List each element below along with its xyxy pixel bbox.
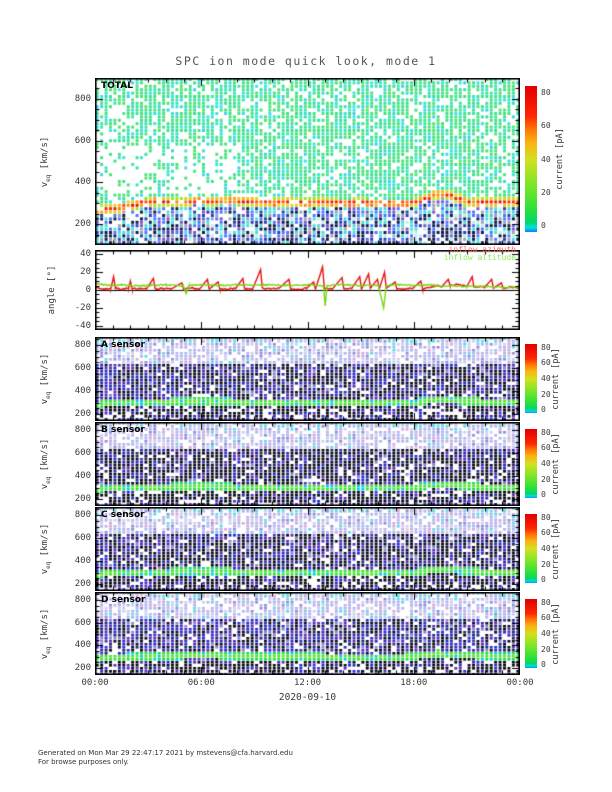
panel-label-c: C sensor [101,510,145,520]
spectrogram-total-canvas [95,78,520,245]
angle-plot-canvas [95,250,520,330]
colorbar-tick-label: 20 [541,474,551,484]
y-axis-tick-label: 400 [74,640,91,651]
colorbar-axis-label: current [pA] [551,432,561,495]
colorbar-tick-label: 80 [541,88,551,98]
x-axis-tick-label: 12:00 [293,678,322,688]
panel-label-total: TOTAL [101,81,133,91]
legend-inflow-altitude: inflow altitude [443,253,516,262]
colorbar-total-canvas [525,86,537,232]
footer-generated-line: Generated on Mon Mar 29 22:47:17 2021 by… [38,749,293,757]
y-axis-tick-label: 800 [74,340,91,351]
y-axis-tick-label: -20 [74,302,91,313]
colorbar-a-sensor-canvas [525,344,537,413]
x-axis-tick-label: 06:00 [187,678,215,688]
panel-label-d: D sensor [101,595,146,605]
y-axis-tick-label: 200 [74,663,91,674]
y-axis-tick-label: 600 [74,448,91,459]
y-axis-tick-label: -40 [74,320,91,331]
y-axis-tick-label: 600 [74,533,91,544]
y-axis-tick-label: 800 [74,425,91,436]
colorbar-tick-label: 80 [541,597,551,607]
colorbar-tick-label: 20 [541,389,551,399]
y-axis-label-d: veq [km/s] [40,608,52,659]
figure-title: SPC ion mode quick look, mode 1 [175,54,437,68]
spectrogram-d-sensor-canvas [95,592,520,675]
colorbar-axis-label: current [pA] [551,602,561,665]
y-axis-tick-label: 400 [74,556,91,567]
y-axis-tick-label: 400 [74,386,91,397]
colorbar-tick-label: 40 [541,154,551,164]
colorbar-tick-label: 60 [541,613,551,623]
colorbar-tick-label: 80 [541,342,551,352]
y-axis-label-angle: angle [°] [47,265,57,315]
colorbar-b-sensor-canvas [525,429,537,498]
y-axis-label-b: veq [km/s] [40,438,52,490]
colorbar-c-sensor-canvas [525,514,537,583]
panel-label-a: A sensor [101,340,145,350]
colorbar-tick-label: 40 [541,544,551,553]
colorbar-tick-label: 60 [541,443,551,453]
colorbar-tick-label: 40 [541,374,551,383]
colorbar-tick-label: 80 [541,427,551,437]
y-axis-tick-label: 40 [80,249,91,260]
y-axis-tick-label: 20 [80,267,91,278]
spectrogram-a-sensor-canvas [95,337,520,421]
colorbar-tick-label: 40 [541,459,551,468]
y-axis-label-c: veq [km/s] [40,523,52,575]
colorbar-tick-label: 20 [541,187,551,197]
spectrogram-b-sensor-canvas [95,422,520,506]
colorbar-axis-label: current [pA] [555,128,565,190]
colorbar-tick-label: 80 [541,512,551,522]
panel-label-b: B sensor [101,425,145,435]
footer-browse-line: For browse purposes only. [38,757,129,766]
y-axis-tick-label: 200 [74,219,91,230]
y-axis-tick-label: 200 [74,494,91,505]
colorbar-tick-label: 60 [541,121,551,131]
x-axis-tick-label: 18:00 [400,678,428,688]
footer: Generated on Mon Mar 29 22:47:17 2021 by… [38,749,293,766]
y-axis-tick-label: 0 [85,285,91,295]
colorbar-axis-label: current [pA] [551,347,561,410]
colorbar-axis-label: current [pA] [551,517,561,580]
y-axis-label-a: veq [km/s] [40,353,52,405]
x-axis-tick-label: 00:00 [81,678,109,688]
y-axis-tick-label: 400 [74,177,91,188]
y-axis-tick-label: 400 [74,471,91,482]
legend-inflow-azimuth: inflow azimuth [448,245,516,254]
colorbar-tick-label: 0 [541,575,546,585]
colorbar-tick-label: 40 [541,629,551,638]
colorbar-tick-label: 0 [541,660,546,670]
x-axis-date-label: 2020-09-10 [278,692,337,703]
colorbar-tick-label: 60 [541,358,551,368]
colorbar-tick-label: 0 [541,405,546,415]
colorbar-tick-label: 0 [541,220,546,230]
colorbar-tick-label: 20 [541,559,551,569]
y-axis-tick-label: 600 [74,363,91,374]
colorbar-tick-label: 60 [541,528,551,538]
y-axis-tick-label: 600 [74,617,91,628]
y-axis-tick-label: 200 [74,579,91,590]
y-axis-tick-label: 600 [74,135,91,146]
colorbar-tick-label: 0 [541,490,546,500]
colorbar-d-sensor-canvas [525,599,537,668]
y-axis-tick-label: 800 [74,510,91,521]
y-axis-tick-label: 800 [74,93,91,104]
spectrogram-c-sensor-canvas [95,507,520,591]
y-axis-tick-label: 200 [74,409,91,420]
y-axis-label-total: veq [km/s] [40,136,52,187]
y-axis-tick-label: 800 [74,594,91,605]
colorbar-tick-label: 20 [541,644,551,654]
x-axis-tick-label: 00:00 [506,678,534,688]
